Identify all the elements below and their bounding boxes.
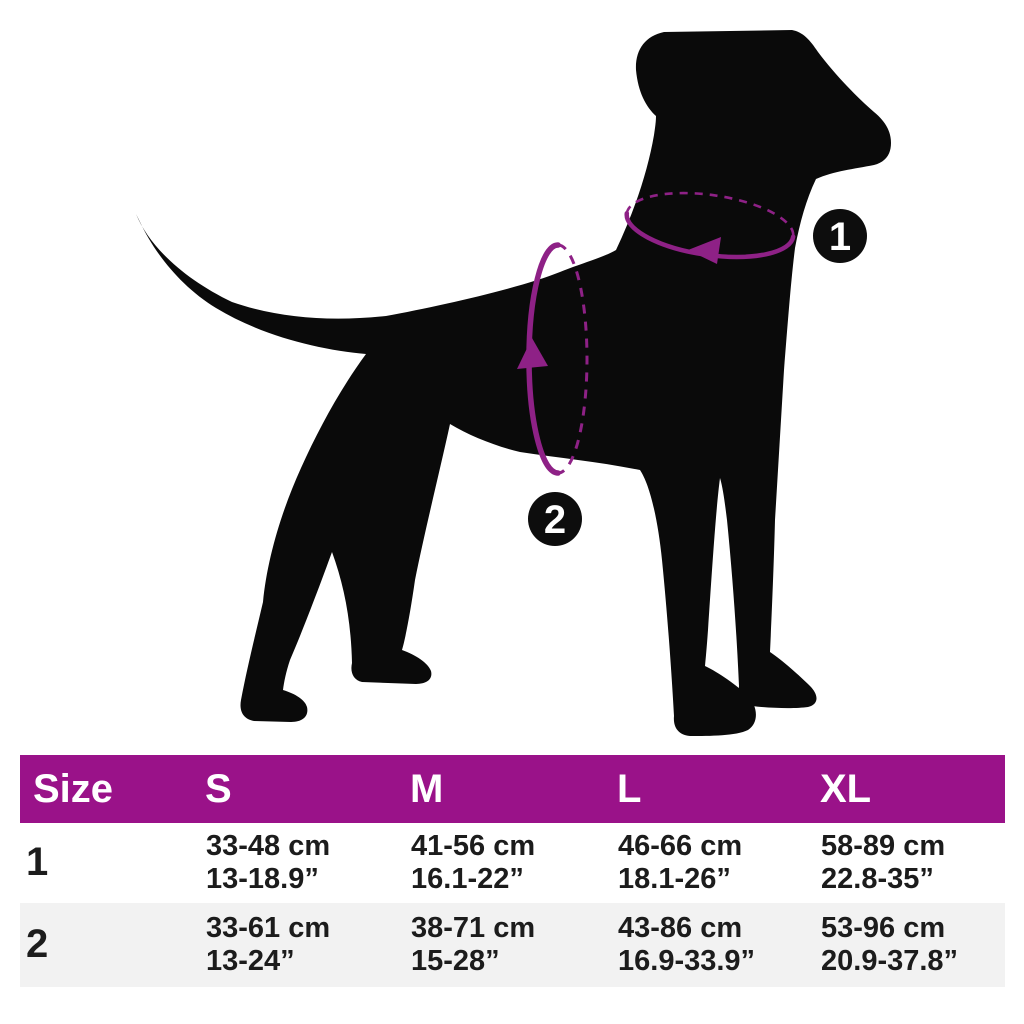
marker-1-label: 1 [829,215,851,259]
chest-ellipse-dashed-arc [557,243,589,475]
inch-value: 13-24” [206,945,295,977]
neck-arrowhead-icon [688,237,721,264]
cm-value: 33-48 cm [206,829,331,862]
inch-value: 16.1-22” [411,863,524,895]
inch-value: 20.9-37.8” [821,945,959,977]
marker-badge-1: 1 [813,209,867,263]
inch-value: 13-18.9” [206,863,319,895]
header-cell-l: L [617,766,642,811]
marker-1-circle [813,209,867,263]
row-1-label: 1 [26,840,49,885]
cell-1-l: 46-66 cm 18.1-26” [612,830,815,896]
cell-2-l: 43-86 cm 16.9-33.9” [612,912,815,978]
cm-value: 43-86 cm [618,911,743,944]
marker-2-label: 2 [544,498,566,542]
cell-2-xl: 53-96 cm 20.9-37.8” [815,912,1005,978]
dog-measurement-diagram: 1 2 [136,30,891,736]
header-cell-m: M [410,766,444,811]
header-cell-xl: XL [820,766,872,811]
cell-1-s: 33-48 cm 13-18.9” [200,830,405,896]
size-table: Size S M L XL 1 33-48 cm 13-18.9” 41-56 … [20,755,1005,987]
inch-value: 15-28” [411,945,500,977]
marker-badge-2: 2 [528,492,582,546]
header-cell-size: Size [33,766,114,811]
inch-value: 18.1-26” [618,863,731,895]
size-row-2: 2 33-61 cm 13-24” 38-71 cm 15-28” 43-86 … [20,903,1005,987]
chest-arrowhead-icon [517,338,548,369]
dog-silhouette [136,30,891,736]
header-cell-s: S [205,766,232,811]
cm-value: 53-96 cm [821,911,946,944]
inch-value: 16.9-33.9” [618,945,756,977]
neck-ellipse-dashed-arc [625,191,795,237]
row-2-label: 2 [26,922,49,967]
cell-1-xl: 58-89 cm 22.8-35” [815,830,1005,896]
diagram-canvas: 1 2 [136,30,891,736]
cm-value: 33-61 cm [206,911,331,944]
cell-1-m: 41-56 cm 16.1-22” [405,830,612,896]
size-table-header: Size S M L XL [20,755,1005,823]
cm-value: 58-89 cm [821,829,946,862]
inch-value: 22.8-35” [821,863,934,895]
cell-2-s: 33-61 cm 13-24” [200,912,405,978]
cell-2-m: 38-71 cm 15-28” [405,912,612,978]
cm-value: 41-56 cm [411,829,536,862]
cm-value: 38-71 cm [411,911,536,944]
cm-value: 46-66 cm [618,829,743,862]
marker-2-circle [528,492,582,546]
size-row-1: 1 33-48 cm 13-18.9” 41-56 cm 16.1-22” 46… [20,823,1005,903]
